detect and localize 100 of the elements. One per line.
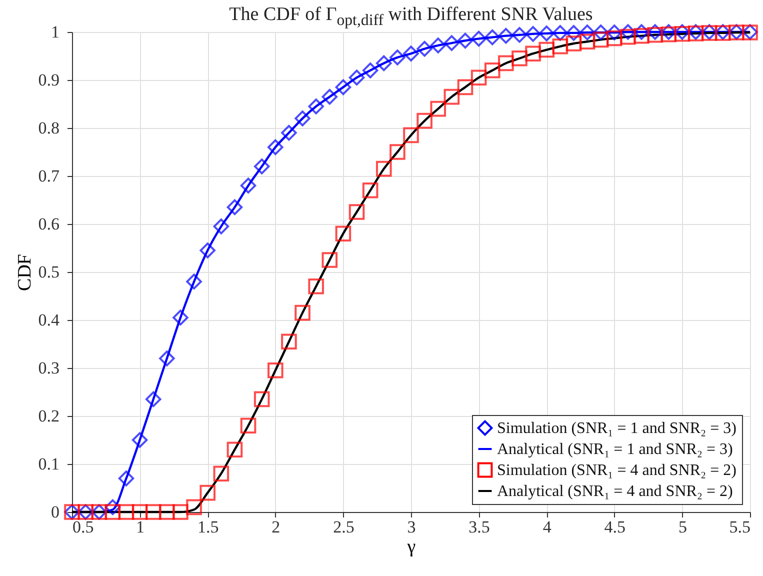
point	[335, 79, 352, 96]
x-tick-label: 3.5	[468, 518, 490, 536]
point	[172, 504, 188, 520]
point	[281, 124, 297, 141]
point	[335, 226, 352, 242]
point	[647, 26, 663, 43]
point	[457, 32, 474, 49]
x-axis-title: γ	[406, 536, 416, 558]
point	[484, 62, 500, 78]
point	[416, 112, 432, 129]
point	[470, 30, 487, 47]
point	[538, 26, 554, 42]
point	[322, 88, 338, 105]
point	[430, 100, 446, 117]
point	[512, 26, 528, 43]
point	[403, 127, 419, 144]
y-tick-label: 0.4	[38, 310, 60, 330]
point	[457, 79, 474, 96]
point	[376, 160, 392, 177]
point	[430, 38, 446, 54]
point	[348, 204, 365, 220]
point	[606, 30, 622, 46]
point	[104, 499, 121, 516]
point	[213, 466, 230, 482]
point	[308, 278, 324, 294]
point	[620, 28, 636, 45]
point	[268, 362, 284, 378]
point	[416, 40, 432, 57]
point	[620, 24, 636, 40]
point	[484, 29, 500, 46]
point	[579, 24, 596, 40]
y-tick-label: 0.2	[38, 406, 60, 426]
point	[362, 182, 378, 198]
point	[226, 442, 243, 458]
point	[132, 432, 148, 448]
point	[444, 35, 460, 51]
y-tick-label: 0.6	[38, 214, 60, 234]
legend-label: Simulation (SNR₁ = 1 and SNR₂ = 3)	[497, 420, 736, 437]
point	[634, 24, 650, 40]
point	[566, 25, 582, 41]
point	[118, 504, 134, 520]
point	[348, 70, 365, 86]
point	[592, 32, 609, 48]
point	[186, 499, 202, 516]
point	[159, 504, 175, 520]
point	[172, 310, 188, 326]
x-tick-label: 5.5	[729, 518, 750, 536]
point	[634, 28, 650, 44]
point	[512, 50, 528, 66]
y-tick-label: 0	[51, 502, 60, 522]
x-tick-label: 4	[542, 518, 552, 536]
point	[254, 391, 270, 408]
y-axis-title: CDF	[14, 254, 36, 291]
x-tick-label: 1.5	[197, 518, 219, 536]
x-tick-label: 2	[272, 518, 280, 536]
chart-title: The CDF of Γ$_{opt,diff}$ with Different SNR Values	[228, 4, 594, 30]
point	[470, 70, 487, 86]
point	[403, 46, 419, 62]
point	[525, 46, 541, 62]
point	[226, 199, 243, 216]
point	[294, 110, 310, 126]
point	[240, 178, 256, 194]
point	[362, 62, 378, 78]
legend-label: Simulation (SNR₁ = 4 and SNR₂ = 2)	[497, 462, 736, 479]
y-tick-label: 0.5	[38, 262, 60, 282]
point	[268, 139, 284, 156]
point	[240, 418, 256, 434]
x-tick-label: 5	[678, 518, 687, 536]
x-tick-label: 2.5	[333, 518, 354, 536]
point	[444, 88, 460, 105]
point	[308, 98, 324, 114]
y-tick-label: 0.7	[38, 166, 60, 186]
point	[647, 24, 663, 40]
point	[213, 218, 230, 234]
legend-label: Analytical (SNR₁ = 1 and SNR₂ = 3)	[497, 441, 733, 458]
legend-label: Analytical (SNR₁ = 4 and SNR₂ = 2)	[497, 483, 733, 500]
point	[104, 504, 121, 520]
point	[118, 470, 134, 486]
point	[498, 55, 514, 72]
point	[132, 504, 148, 520]
point	[390, 144, 406, 160]
point	[186, 274, 202, 290]
point	[498, 28, 514, 44]
point	[294, 304, 310, 321]
y-tick-label: 0.3	[38, 358, 60, 378]
point	[552, 38, 568, 54]
point	[200, 484, 216, 501]
y-tick-label: 0.8	[38, 118, 60, 138]
y-tick-label: 0.9	[38, 70, 60, 90]
point	[281, 334, 297, 350]
point	[566, 36, 582, 52]
point	[145, 391, 162, 408]
point	[592, 24, 609, 40]
point	[390, 50, 406, 66]
point	[159, 350, 175, 366]
point	[254, 158, 270, 174]
y-tick-label: 1	[51, 22, 60, 42]
point	[145, 504, 162, 520]
point	[322, 252, 338, 268]
point	[538, 42, 554, 58]
